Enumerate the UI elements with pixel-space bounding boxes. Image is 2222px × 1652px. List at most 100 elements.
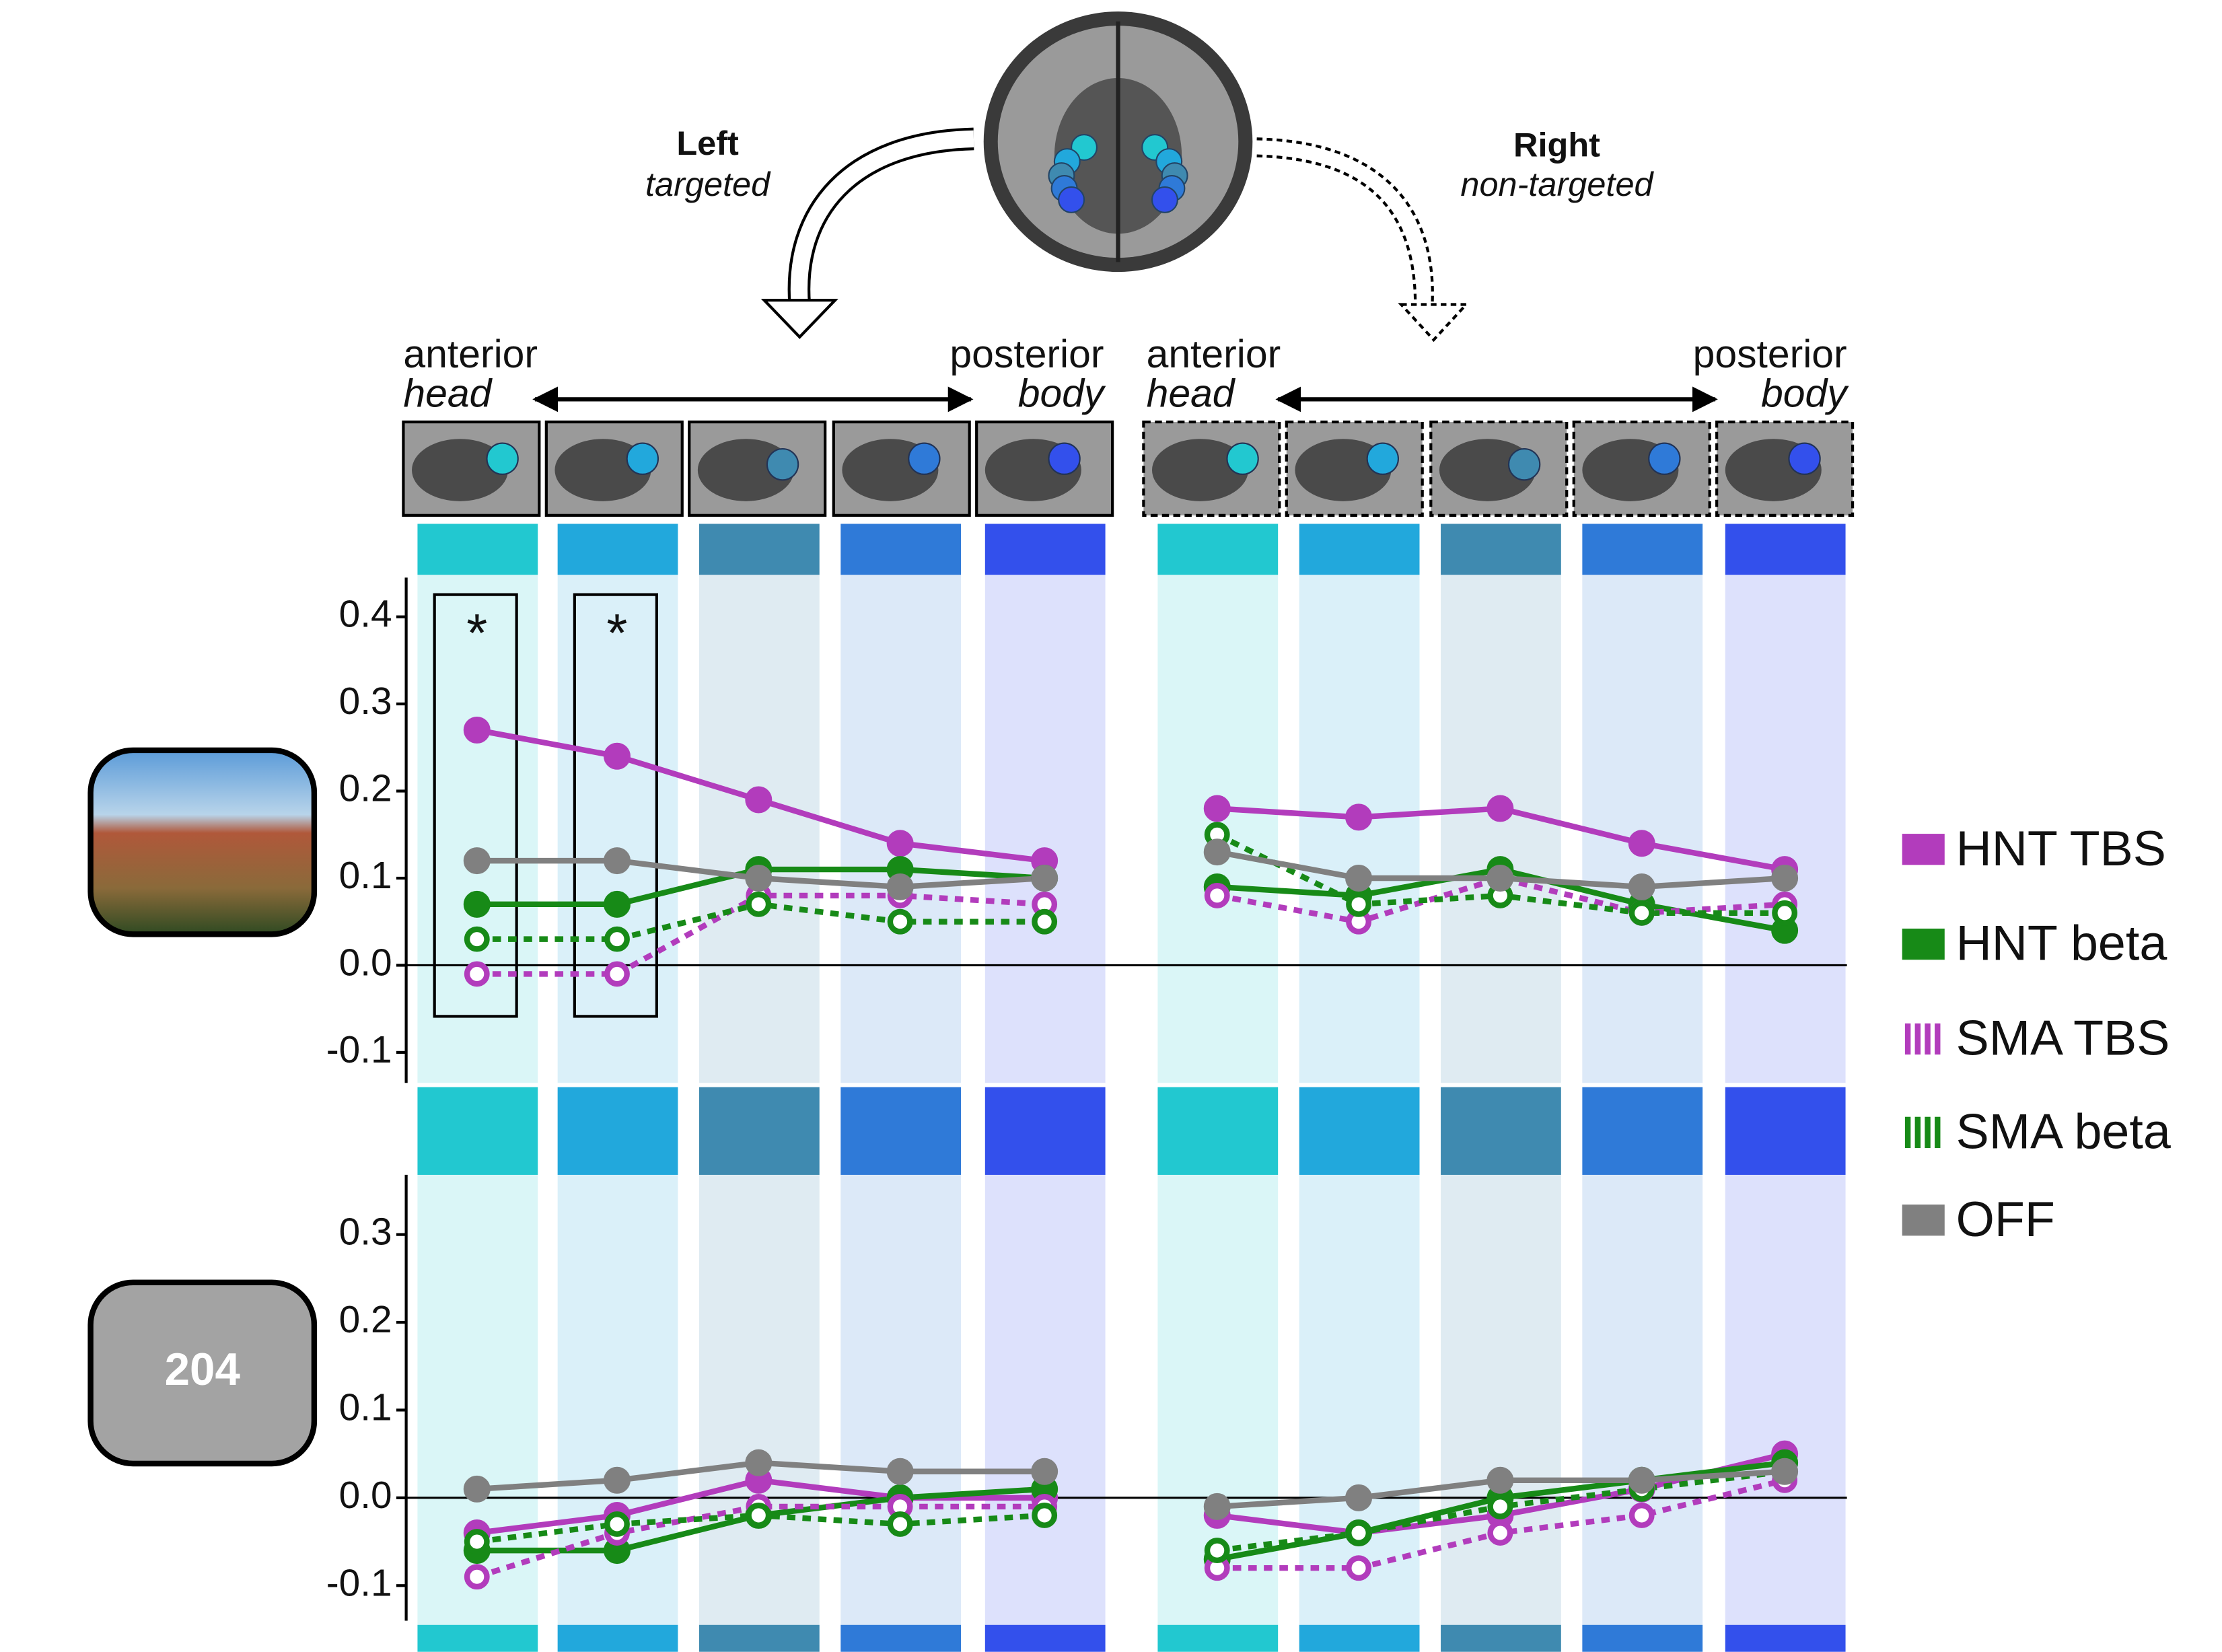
region-header bbox=[1725, 1087, 1846, 1175]
data-point bbox=[1629, 830, 1655, 856]
region-header bbox=[1441, 524, 1561, 575]
data-point bbox=[607, 964, 626, 984]
region-band bbox=[1441, 1175, 1561, 1625]
data-point bbox=[749, 1505, 768, 1525]
thumbnail-dot bbox=[1649, 443, 1680, 474]
y-tick-label: 0.4 bbox=[339, 594, 392, 636]
legend-swatch bbox=[1915, 1117, 1921, 1148]
data-point bbox=[604, 848, 630, 873]
data-point bbox=[1032, 865, 1057, 891]
legend-label: HNT TBS bbox=[1956, 820, 2166, 876]
data-point bbox=[1487, 865, 1513, 891]
legend-label: SMA TBS bbox=[1956, 1010, 2170, 1066]
legend-swatch bbox=[1935, 1117, 1940, 1148]
region-band bbox=[1582, 1175, 1703, 1625]
region-footer bbox=[1441, 1625, 1561, 1652]
data-point bbox=[1207, 1540, 1227, 1560]
back-label: posterior bbox=[949, 332, 1104, 376]
annotation: * bbox=[466, 603, 487, 663]
legend-label: SMA beta bbox=[1956, 1103, 2171, 1159]
region-band bbox=[840, 1175, 961, 1625]
data-point bbox=[1346, 804, 1371, 830]
y-tick-label: -0.1 bbox=[326, 1562, 392, 1604]
region-header bbox=[1157, 524, 1278, 575]
data-point bbox=[1207, 886, 1227, 905]
thumbnail-dot bbox=[1509, 449, 1540, 480]
data-point bbox=[1349, 894, 1368, 914]
region-footer bbox=[840, 1625, 961, 1652]
y-tick-label: -0.1 bbox=[326, 1029, 392, 1071]
region-footer bbox=[1299, 1625, 1420, 1652]
data-point bbox=[890, 912, 910, 931]
thumbnail-dot bbox=[908, 443, 939, 474]
data-point bbox=[1349, 1558, 1368, 1577]
data-point bbox=[1205, 1494, 1230, 1519]
data-point bbox=[467, 929, 487, 949]
right-arrow-head bbox=[1401, 304, 1466, 340]
back-part: body bbox=[1018, 372, 1106, 416]
legend-swatch bbox=[1925, 1117, 1930, 1148]
data-point bbox=[1346, 1485, 1371, 1511]
data-point bbox=[1629, 874, 1655, 900]
y-tick-label: 0.2 bbox=[339, 1299, 392, 1341]
region-header bbox=[1157, 1087, 1278, 1175]
count-label: 204 bbox=[165, 1344, 241, 1395]
thumbnail-dot bbox=[1789, 443, 1820, 474]
data-point bbox=[1346, 865, 1371, 891]
page: {"header":{"left":{"side":"Left","role":… bbox=[0, 0, 2222, 1652]
data-point bbox=[888, 874, 913, 900]
front-part: head bbox=[1147, 372, 1236, 416]
brain-axial bbox=[984, 11, 1253, 272]
front-label: anterior bbox=[403, 332, 538, 376]
side-role: targeted bbox=[645, 165, 771, 203]
region-footer bbox=[1157, 1625, 1278, 1652]
region-band bbox=[699, 575, 820, 1083]
data-point bbox=[467, 964, 487, 984]
region-band bbox=[985, 1175, 1106, 1625]
region-header bbox=[840, 524, 961, 575]
region-band bbox=[699, 1175, 820, 1625]
data-point bbox=[1487, 1468, 1513, 1493]
side-title: Left bbox=[676, 124, 739, 162]
region-header bbox=[1582, 1087, 1703, 1175]
region-header bbox=[417, 1087, 538, 1175]
plot: -0.10.00.10.20.30.4**-0.10.00.10.20.3HNT… bbox=[326, 524, 2171, 1651]
legend-swatch bbox=[1902, 1205, 1945, 1235]
left-arrow-head bbox=[764, 300, 835, 337]
back-label: posterior bbox=[1693, 332, 1847, 376]
legend-label: HNT beta bbox=[1956, 915, 2167, 971]
region-header bbox=[1299, 524, 1420, 575]
thumbnail-dot bbox=[1367, 443, 1398, 474]
data-point bbox=[1349, 1523, 1368, 1542]
region-footer bbox=[1582, 1625, 1703, 1652]
region-footer bbox=[417, 1625, 538, 1652]
y-tick-label: 0.0 bbox=[339, 941, 392, 984]
region-header bbox=[699, 1087, 820, 1175]
data-point bbox=[467, 1532, 487, 1551]
region-header bbox=[840, 1087, 961, 1175]
y-tick-label: 0.1 bbox=[339, 855, 392, 897]
legend-swatch bbox=[1905, 1023, 1910, 1054]
thumbnail-dot bbox=[1227, 443, 1258, 474]
data-point bbox=[464, 717, 490, 743]
y-tick-label: 0.3 bbox=[339, 680, 392, 723]
region-footer bbox=[1725, 1625, 1846, 1652]
region-band bbox=[985, 575, 1106, 1083]
data-point bbox=[604, 1468, 630, 1493]
annotation: * bbox=[606, 603, 627, 663]
data-point bbox=[749, 894, 768, 914]
side-title: Right bbox=[1513, 125, 1600, 164]
y-tick-label: 0.1 bbox=[339, 1386, 392, 1429]
data-point bbox=[888, 1459, 913, 1484]
region-header bbox=[558, 524, 678, 575]
data-point bbox=[1491, 1497, 1510, 1516]
data-point bbox=[1487, 796, 1513, 822]
right-arrow bbox=[1257, 139, 1433, 304]
data-point bbox=[464, 848, 490, 873]
region-header bbox=[558, 1087, 678, 1175]
data-point bbox=[467, 1567, 487, 1587]
data-point bbox=[607, 1514, 626, 1534]
data-point bbox=[1205, 796, 1230, 822]
data-point bbox=[1775, 903, 1794, 923]
region-header bbox=[1725, 524, 1846, 575]
